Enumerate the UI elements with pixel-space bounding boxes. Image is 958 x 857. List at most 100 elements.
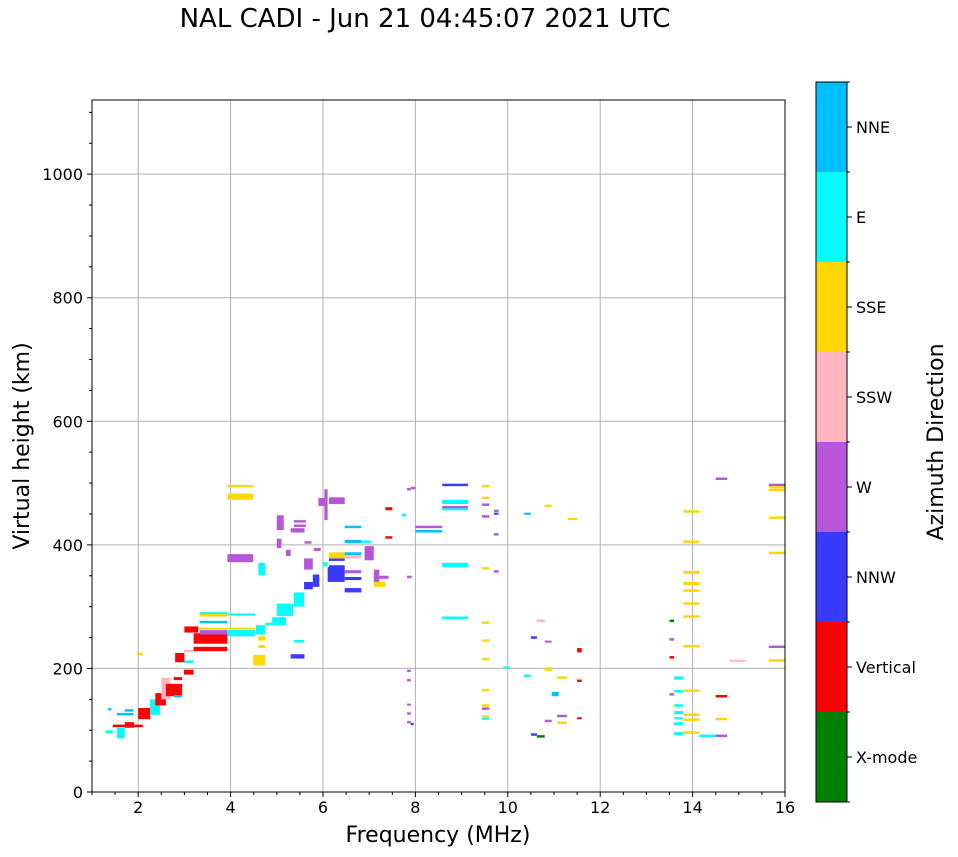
echo-segment bbox=[536, 619, 545, 623]
colorbar-swatch-x-mode bbox=[816, 712, 847, 802]
echo-segment bbox=[165, 683, 183, 697]
echo-segment bbox=[199, 627, 256, 630]
echo-segment bbox=[577, 717, 582, 720]
colorbar: X-mode Vertical NNW W SSW SSE E NNE bbox=[815, 81, 917, 803]
echo-segment bbox=[329, 552, 345, 559]
axis-ticks: 2 4 6 8 10 12 14 16 0 200 400 600 800 1000 bbox=[42, 111, 795, 817]
echo-segment bbox=[683, 589, 700, 592]
echo-segment bbox=[258, 562, 266, 576]
echo-segment bbox=[227, 630, 256, 637]
echo-segment bbox=[683, 615, 700, 618]
echo-segment bbox=[674, 676, 684, 680]
echo-segment bbox=[493, 509, 499, 513]
echo-segment bbox=[327, 567, 345, 582]
echo-segment bbox=[385, 507, 393, 511]
echo-segment bbox=[173, 677, 183, 681]
echo-segment bbox=[481, 717, 490, 720]
echo-segment bbox=[344, 570, 362, 574]
x-axis-label: Frequency (MHz) bbox=[346, 823, 531, 848]
echo-segment bbox=[768, 486, 785, 489]
echo-segment bbox=[415, 525, 443, 529]
echo-segment bbox=[683, 570, 700, 574]
echo-segment bbox=[199, 620, 228, 624]
echo-segment bbox=[683, 731, 700, 734]
colorbar-swatch-sse bbox=[816, 262, 847, 352]
colorbar-swatch-w bbox=[816, 442, 847, 532]
echo-segment bbox=[410, 722, 414, 726]
echo-segment bbox=[193, 646, 228, 652]
echo-segments bbox=[105, 477, 785, 739]
chart-title: NAL CADI - Jun 21 04:45:07 2021 UTC bbox=[179, 4, 671, 34]
echo-segment bbox=[344, 588, 362, 593]
echo-segment bbox=[304, 541, 312, 544]
echo-segment bbox=[183, 660, 194, 663]
echo-segment bbox=[481, 621, 490, 624]
y-tick-label: 200 bbox=[52, 659, 83, 678]
echo-segment bbox=[276, 603, 293, 616]
echo-segment bbox=[361, 540, 372, 544]
x-tick-label: 2 bbox=[133, 798, 143, 817]
echo-segment bbox=[669, 656, 675, 659]
echo-segment bbox=[227, 484, 254, 488]
echo-segment bbox=[577, 648, 582, 653]
echo-segment bbox=[401, 513, 407, 517]
echo-segment bbox=[683, 713, 700, 717]
echo-segment bbox=[544, 667, 552, 671]
echo-segment bbox=[173, 694, 183, 698]
echo-segment bbox=[344, 555, 362, 559]
echo-segment bbox=[544, 640, 552, 643]
echo-segment bbox=[768, 483, 785, 487]
echo-segment bbox=[199, 612, 228, 615]
echo-segment bbox=[293, 520, 306, 523]
echo-segment bbox=[481, 639, 490, 642]
y-axis-label: Virtual height (km) bbox=[10, 342, 35, 549]
echo-segment bbox=[116, 712, 134, 716]
x-tick-label: 8 bbox=[410, 798, 420, 817]
echo-segment bbox=[258, 644, 266, 649]
echo-segment bbox=[407, 703, 411, 706]
echo-segment bbox=[557, 676, 567, 679]
echo-segment bbox=[415, 530, 443, 533]
echo-segment bbox=[155, 693, 166, 706]
echo-segment bbox=[265, 622, 273, 626]
echo-segment bbox=[567, 517, 578, 521]
y-tick-label: 800 bbox=[52, 289, 83, 308]
echo-segment bbox=[373, 581, 386, 587]
echo-segment bbox=[329, 565, 345, 568]
echo-segment bbox=[116, 727, 125, 739]
echo-segment bbox=[481, 503, 490, 506]
echo-segment bbox=[768, 551, 785, 555]
colorbar-swatch-nne bbox=[816, 82, 847, 172]
echo-segment bbox=[410, 486, 416, 490]
echo-segment bbox=[136, 652, 143, 656]
echo-segment bbox=[715, 694, 728, 698]
echo-segment bbox=[276, 538, 282, 548]
x-tick-label: 14 bbox=[682, 798, 702, 817]
echo-segment bbox=[304, 581, 313, 590]
echo-segment bbox=[373, 575, 389, 579]
colorbar-swatch-e bbox=[816, 172, 847, 262]
echo-segment bbox=[183, 669, 194, 675]
echo-segment bbox=[442, 616, 469, 619]
echo-segment bbox=[544, 719, 552, 723]
echo-segment bbox=[276, 515, 284, 531]
echo-segment bbox=[442, 499, 469, 505]
echo-segment bbox=[481, 707, 490, 710]
echo-segment bbox=[551, 691, 559, 697]
echo-segment bbox=[407, 488, 411, 491]
echo-segment bbox=[256, 625, 266, 635]
echo-segment bbox=[523, 674, 531, 678]
echo-segment bbox=[175, 652, 185, 663]
echo-segment bbox=[193, 638, 228, 644]
echo-segment bbox=[150, 699, 160, 715]
x-tick-label: 12 bbox=[590, 798, 610, 817]
echo-segment bbox=[674, 690, 684, 693]
echo-segment bbox=[442, 562, 469, 568]
echo-segment bbox=[493, 533, 499, 536]
echo-segment bbox=[329, 558, 345, 561]
echo-segment bbox=[481, 657, 490, 661]
echo-segment bbox=[442, 505, 469, 509]
echo-segment bbox=[577, 679, 582, 683]
x-tick-label: 10 bbox=[498, 798, 518, 817]
